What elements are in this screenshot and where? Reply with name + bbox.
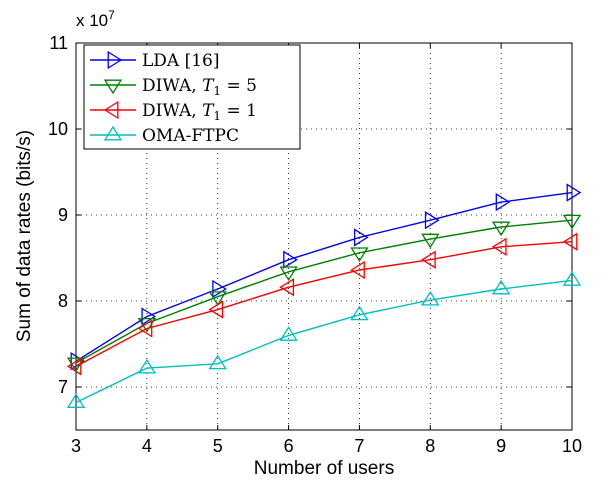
y-tick-label: 11 <box>49 33 68 53</box>
legend-label: LDA [16] <box>142 51 220 71</box>
data-point <box>491 237 507 256</box>
series-3 <box>66 232 578 376</box>
data-point <box>566 183 582 202</box>
x-axis-label: Number of users <box>254 458 394 479</box>
x-tick-label: 6 <box>284 436 294 456</box>
data-point <box>137 319 153 338</box>
data-point <box>562 214 582 230</box>
y-axis-label: Sum of data rates (bits/s) <box>14 130 35 342</box>
data-point <box>279 278 295 297</box>
data-point <box>137 358 157 374</box>
legend-marker <box>103 100 119 120</box>
data-point <box>208 300 224 319</box>
x-tick-label: 7 <box>354 436 364 456</box>
legend-marker <box>103 79 123 95</box>
series-line <box>75 219 573 364</box>
y-axis-multiplier: x 107 <box>76 8 115 30</box>
data-point <box>279 326 298 341</box>
series-line <box>75 279 573 404</box>
data-point <box>208 291 227 306</box>
x-tick-label: 10 <box>562 436 582 456</box>
data-point <box>562 271 582 286</box>
legend-marker <box>107 50 123 70</box>
legend-label: OMA-FTPC <box>142 126 239 146</box>
legend-label: DIWA, T1 = 5 <box>142 76 257 98</box>
x-tick-label: 5 <box>213 436 223 456</box>
data-point <box>208 354 227 370</box>
data-point <box>491 279 511 295</box>
data-point <box>353 228 369 247</box>
series-line <box>75 241 573 368</box>
series-line <box>75 191 573 362</box>
data-point <box>212 279 227 299</box>
legend: LDA [16] DIWA, T1 = 5 DIWA, T1 = 1 OMA-FTPC <box>83 44 301 150</box>
data-point <box>421 233 440 249</box>
data-point <box>283 250 298 269</box>
data-point <box>424 211 440 230</box>
data-point <box>350 305 369 321</box>
data-point <box>350 260 365 280</box>
y-tick-label: 9 <box>58 205 68 225</box>
data-point <box>66 357 82 376</box>
x-tick-label: 3 <box>71 436 81 456</box>
data-point <box>66 393 86 408</box>
axis-ticks: 3 4 5 6 7 8 9 10 7 8 9 10 11 <box>48 33 582 456</box>
data-point <box>491 221 511 237</box>
x-tick-label: 4 <box>142 436 152 456</box>
series-group <box>66 183 582 408</box>
data-point <box>279 266 298 282</box>
y-tick-label: 10 <box>48 119 68 139</box>
data-point <box>421 250 436 269</box>
data-point <box>141 307 157 326</box>
legend-label: DIWA, T1 = 1 <box>142 101 257 123</box>
y-tick-label: 8 <box>58 291 68 311</box>
x-tick-label: 8 <box>425 436 435 456</box>
legend-marker <box>103 125 123 141</box>
series-1 <box>70 183 582 371</box>
data-point <box>421 290 440 306</box>
data-point <box>495 192 511 212</box>
legend-box <box>83 44 301 150</box>
series-4 <box>66 271 582 408</box>
y-tick-label: 7 <box>58 377 68 397</box>
data-point <box>562 232 578 251</box>
data-point <box>137 317 157 333</box>
data-point <box>350 247 369 263</box>
x-tick-label: 9 <box>496 436 506 456</box>
